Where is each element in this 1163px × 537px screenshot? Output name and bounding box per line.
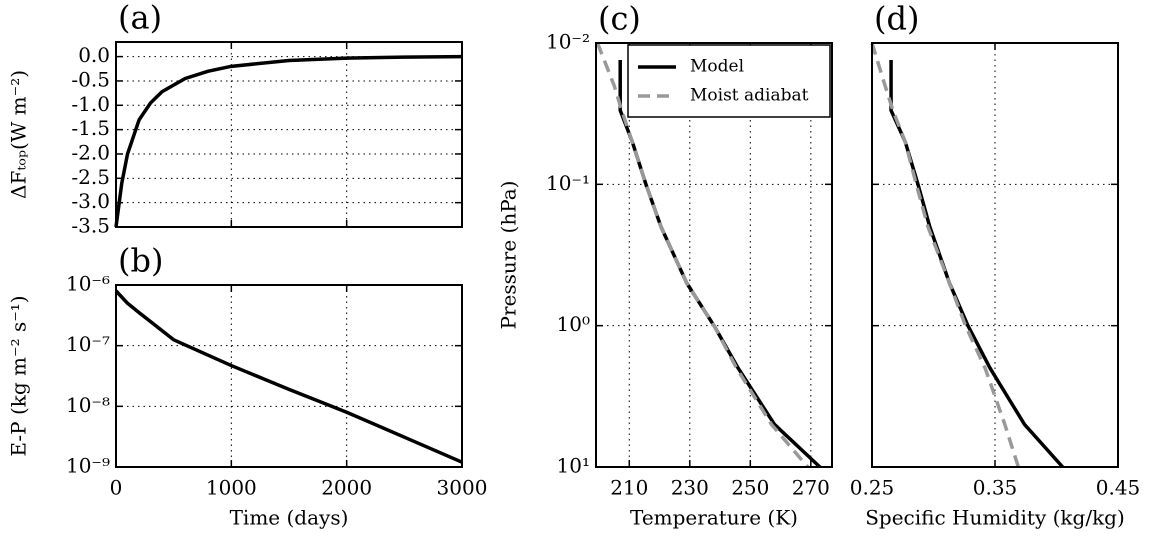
x-tick-label: 3000 bbox=[437, 476, 488, 500]
x-tick-label: 250 bbox=[731, 476, 769, 500]
y-tick-label: -2.0 bbox=[71, 140, 110, 164]
panel-title: (c) bbox=[598, 0, 641, 38]
y-tick-label: 0.0 bbox=[78, 43, 110, 67]
x-tick-label: 230 bbox=[671, 476, 709, 500]
x-tick-label: 2000 bbox=[321, 476, 372, 500]
profile-line bbox=[618, 60, 822, 469]
x-tick-label: 0.25 bbox=[850, 476, 895, 500]
y-axis-label: ΔFₜₒₚ(W m⁻²) bbox=[7, 70, 31, 199]
axes-frame bbox=[595, 42, 833, 468]
axes-frame bbox=[871, 42, 1119, 468]
x-tick-label: 0.35 bbox=[973, 476, 1018, 500]
x-axis-label: Temperature (K) bbox=[630, 506, 798, 530]
y-axis-label: Pressure (hPa) bbox=[497, 181, 521, 330]
panel-title: (a) bbox=[118, 0, 162, 37]
y-tick-label: -0.5 bbox=[71, 67, 110, 91]
y-tick-label: 10⁻⁸ bbox=[66, 393, 110, 417]
x-axis-label: Specific Humidity (kg/kg) bbox=[865, 506, 1125, 530]
time-series-line bbox=[114, 54, 463, 228]
y-tick-label: 10⁻¹ bbox=[546, 171, 590, 195]
y-tick-label: 10⁰ bbox=[557, 312, 590, 336]
profile-line bbox=[889, 60, 1064, 469]
panel-title: (b) bbox=[118, 242, 163, 280]
y-tick-label: -3.0 bbox=[71, 189, 110, 213]
y-tick-label: -3.5 bbox=[71, 214, 110, 238]
x-tick-label: 0.45 bbox=[1096, 476, 1141, 500]
profile-line bbox=[870, 42, 1021, 468]
axes-frame bbox=[115, 284, 463, 468]
axes-frame bbox=[115, 41, 463, 228]
y-tick-label: -1.5 bbox=[71, 116, 110, 140]
y-tick-label: 10¹ bbox=[557, 454, 590, 478]
y-tick-label: -1.0 bbox=[71, 92, 110, 116]
legend-label: Model bbox=[690, 57, 744, 77]
x-tick-label: 210 bbox=[610, 476, 648, 500]
y-tick-label: 10⁻² bbox=[546, 30, 590, 54]
legend-box bbox=[627, 44, 831, 118]
x-tick-label: 270 bbox=[792, 476, 830, 500]
legend-label: Moist adiabat bbox=[690, 86, 809, 106]
y-tick-label: -2.5 bbox=[71, 165, 110, 189]
x-tick-label: 1000 bbox=[206, 476, 257, 500]
x-tick-label: 0 bbox=[110, 476, 123, 500]
y-tick-label: 10⁻⁶ bbox=[66, 272, 110, 296]
profile-line bbox=[595, 42, 810, 469]
y-tick-label: 10⁻⁹ bbox=[66, 454, 110, 478]
y-tick-label: 10⁻⁷ bbox=[66, 332, 110, 356]
y-axis-label: E-P (kg m⁻² s⁻¹) bbox=[7, 295, 31, 456]
x-axis-label: Time (days) bbox=[230, 506, 349, 530]
time-series-line bbox=[114, 289, 463, 464]
panel-title: (d) bbox=[874, 0, 919, 38]
